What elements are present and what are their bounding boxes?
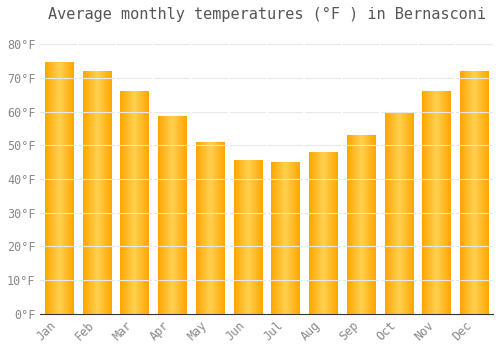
Title: Average monthly temperatures (°F ) in Bernasconi: Average monthly temperatures (°F ) in Be… xyxy=(48,7,486,22)
